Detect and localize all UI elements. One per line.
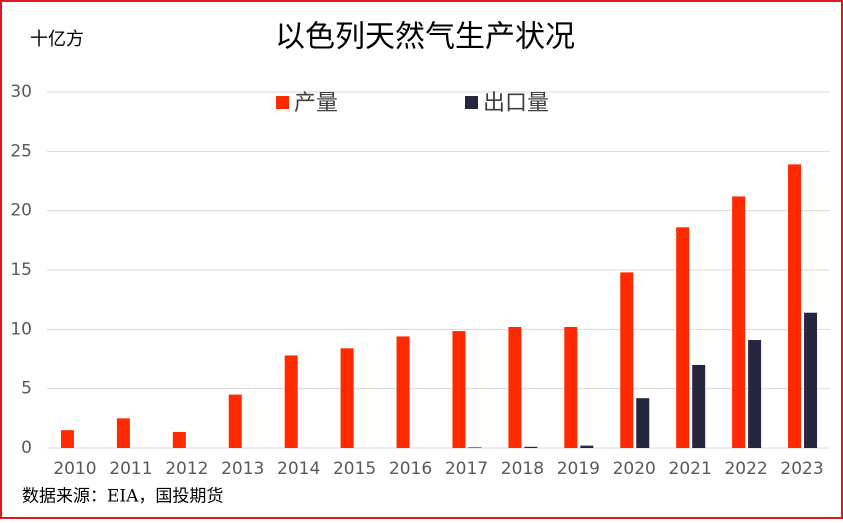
bar (468, 447, 482, 448)
bar (340, 348, 354, 448)
bar (60, 430, 74, 448)
bar (284, 355, 298, 448)
x-tick-label: 2012 (165, 459, 208, 479)
x-tick-label: 2017 (445, 459, 488, 479)
bar (564, 326, 578, 448)
x-tick-label: 2019 (557, 459, 600, 479)
x-tick-label: 2010 (53, 459, 96, 479)
x-tick-label: 2022 (724, 459, 767, 479)
bar (452, 331, 466, 448)
legend-label: 出口量 (483, 91, 549, 116)
bar (788, 164, 802, 449)
bar (228, 394, 242, 448)
unit-label: 十亿方 (30, 29, 84, 50)
x-tick-label: 2018 (501, 459, 544, 479)
legend-swatch (276, 96, 289, 109)
bar (508, 326, 522, 448)
legend-label: 产量 (294, 91, 338, 116)
y-tick-label: 0 (21, 438, 32, 458)
x-tick-label: 2023 (780, 459, 823, 479)
bar (580, 445, 594, 448)
x-tick-label: 2021 (669, 459, 712, 479)
x-tick-label: 2013 (221, 459, 264, 479)
bar (524, 446, 538, 448)
bar (620, 272, 634, 448)
bar (804, 312, 818, 448)
y-tick-label: 10 (10, 319, 32, 339)
bar (396, 336, 410, 448)
bar (172, 431, 186, 448)
y-tick-label: 15 (10, 260, 32, 280)
chart-title: 以色列天然气生产状况 (275, 20, 575, 55)
x-tick-label: 2020 (613, 459, 656, 479)
x-tick-label: 2015 (333, 459, 376, 479)
source-note: 数据来源：EIA，国投期货 (22, 487, 223, 507)
bar (116, 418, 130, 448)
x-tick-label: 2014 (277, 459, 320, 479)
y-tick-label: 25 (10, 141, 32, 161)
y-tick-label: 20 (10, 201, 32, 221)
bar (636, 398, 650, 448)
y-tick-label: 5 (21, 379, 32, 399)
legend-swatch (465, 96, 478, 109)
bar (692, 364, 706, 448)
y-tick-label: 30 (10, 82, 32, 102)
bar (676, 227, 690, 448)
bar (732, 196, 746, 448)
bar (748, 340, 762, 448)
x-tick-label: 2011 (109, 459, 152, 479)
x-tick-label: 2016 (389, 459, 432, 479)
